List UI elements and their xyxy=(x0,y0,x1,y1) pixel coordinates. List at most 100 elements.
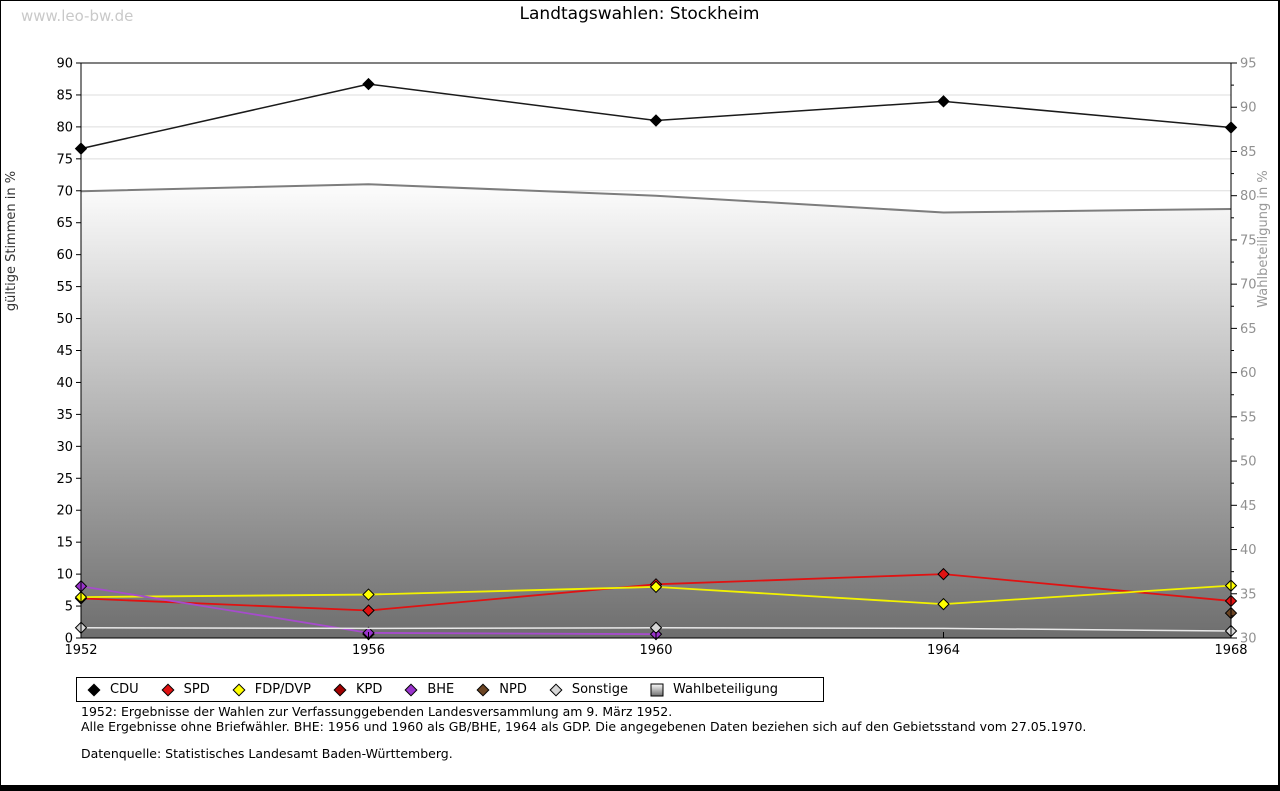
x-axis-year-label: 1964 xyxy=(927,643,960,658)
turnout-area xyxy=(81,184,1231,638)
series-line-bhe xyxy=(80,585,369,634)
left-axis-tick-label: 55 xyxy=(56,280,73,295)
series-line-sonstige xyxy=(655,627,944,630)
left-axis-title: gültige Stimmen in % xyxy=(4,171,19,311)
right-axis-tick-label: 85 xyxy=(1240,145,1257,160)
election-line-chart: 0 5 10 15 20 25 30 35 40 45 50 55 60 65 70 75 80 85 90 30 35… xyxy=(4,57,1271,659)
data-point-cdu xyxy=(362,77,375,91)
legend-label: KPD xyxy=(355,682,383,697)
footnote-1: 1952: Ergebnisse der Wahlen zur Verfassu… xyxy=(81,704,673,719)
legend-diamond-icon xyxy=(161,682,175,697)
right-axis-tick-label: 90 xyxy=(1240,101,1257,116)
right-axis-tick-label: 40 xyxy=(1240,543,1257,558)
legend-item-spd: SPD xyxy=(161,682,210,697)
legend-item-npd: NPD xyxy=(476,682,527,697)
right-axis-tick-label: 30 xyxy=(1240,632,1257,647)
left-axis-tick-label: 65 xyxy=(56,216,73,231)
data-point-cdu xyxy=(649,114,663,127)
legend-item-sonstige: Sonstige xyxy=(549,682,628,697)
right-axis-tick-label: 65 xyxy=(1240,322,1257,337)
left-axis-tick-label: 80 xyxy=(56,120,73,135)
series-line-sonstige xyxy=(80,627,369,630)
legend-diamond-icon xyxy=(404,682,418,697)
left-axis-tick-label: 10 xyxy=(56,568,73,583)
data-point-cdu xyxy=(937,95,950,108)
legend-item-fdp-dvp: FDP/DVP xyxy=(232,682,311,697)
series-line-cdu xyxy=(368,83,657,122)
x-axis-year-label: 1952 xyxy=(64,643,97,658)
left-axis-tick-label: 85 xyxy=(56,88,73,103)
series-line-fdp-dvp xyxy=(943,584,1232,606)
right-axis-tick-label: 45 xyxy=(1240,499,1257,514)
data-point-spd xyxy=(937,567,950,581)
x-axis-year-label: 1956 xyxy=(352,643,385,658)
legend-label: NPD xyxy=(499,682,527,697)
footnotes: 1952: Ergebnisse der Wahlen zur Verfassu… xyxy=(81,704,1087,762)
series-line-spd xyxy=(80,597,369,612)
series-line-cdu xyxy=(80,83,369,150)
left-axis-tick-label: 20 xyxy=(56,504,73,519)
legend-square-icon xyxy=(650,683,664,697)
left-axis-tick-label: 70 xyxy=(56,184,73,199)
data-point-fdp-dvp xyxy=(937,597,950,611)
left-axis-tick-label: 0 xyxy=(65,632,73,647)
legend-label: Sonstige xyxy=(571,682,629,697)
right-axis-tick-label: 80 xyxy=(1240,189,1257,204)
legend-diamond-icon xyxy=(549,682,563,697)
footnote-2: Alle Ergebnisse ohne Briefwähler. BHE: 1… xyxy=(81,718,1087,734)
x-axis-year-label: 1960 xyxy=(639,643,672,658)
series-line-fdp-dvp xyxy=(655,585,944,606)
turnout-line xyxy=(80,183,1232,214)
left-axis-tick-label: 75 xyxy=(56,152,73,167)
right-axis-tick-label: 95 xyxy=(1240,57,1257,72)
legend-diamond-icon xyxy=(87,682,101,697)
series-line-cdu xyxy=(655,100,944,122)
series-line-sonstige xyxy=(368,627,657,630)
right-axis-tick-label: 60 xyxy=(1240,366,1257,381)
legend-label: FDP/DVP xyxy=(254,682,311,697)
page-title: Landtagswahlen: Stockheim xyxy=(519,4,760,24)
left-axis-tick-label: 45 xyxy=(56,344,73,359)
left-axis-tick-label: 25 xyxy=(56,472,73,487)
left-axis-tick-label: 90 xyxy=(56,57,73,72)
data-point-fdp-dvp xyxy=(362,588,375,601)
legend-item-kpd: KPD xyxy=(333,682,382,697)
legend-diamond-icon xyxy=(232,682,246,697)
left-axis-tick-label: 5 xyxy=(65,600,73,615)
watermark: www.leo-bw.de xyxy=(21,7,134,25)
left-axis-tick-label: 15 xyxy=(56,536,73,551)
left-axis-tick-label: 35 xyxy=(56,408,73,423)
data-point-spd xyxy=(362,604,375,617)
left-axis-tick-label: 50 xyxy=(56,312,73,327)
series-line-spd xyxy=(655,573,944,586)
data-source-note: Datenquelle: Statistisches Landesamt Bad… xyxy=(81,746,453,761)
left-axis-tick-label: 60 xyxy=(56,248,73,263)
left-axis-tick-label: 40 xyxy=(56,376,73,391)
series-line-fdp-dvp xyxy=(368,585,657,596)
right-axis-title: Wahlbeteiligung in % xyxy=(1256,170,1271,307)
right-axis-tick-label: 55 xyxy=(1240,410,1257,425)
right-axis-tick-label: 35 xyxy=(1240,587,1257,602)
series-line-cdu xyxy=(943,100,1232,129)
legend-label: CDU xyxy=(110,682,139,697)
data-point-fdp-dvp xyxy=(649,580,663,594)
legend-diamond-icon xyxy=(476,682,490,697)
right-axis-tick-label: 75 xyxy=(1240,233,1257,248)
legend-item-bhe: BHE xyxy=(404,682,454,697)
legend-label: SPD xyxy=(183,682,210,697)
left-axis-tick-label: 30 xyxy=(56,440,73,455)
legend-label: BHE xyxy=(427,682,455,697)
legend-item-wahlbeteiligung: Wahlbeteiligung xyxy=(650,682,778,697)
series-line-bhe xyxy=(368,631,657,636)
series-line-spd xyxy=(943,573,1232,602)
chart-legend: CDU SPD FDP/DVP KPD BHE NPD Sonstige Wahlbeteil… xyxy=(76,677,824,702)
legend-label: Wahlbeteiligung xyxy=(673,682,779,697)
legend-diamond-icon xyxy=(333,682,347,697)
legend-item-cdu: CDU xyxy=(87,682,139,697)
x-axis-year-label: 1968 xyxy=(1214,643,1247,658)
series-line-fdp-dvp xyxy=(80,593,369,599)
series-line-sonstige xyxy=(943,627,1232,632)
right-axis-tick-label: 50 xyxy=(1240,455,1257,470)
right-axis-tick-label: 70 xyxy=(1240,278,1257,293)
